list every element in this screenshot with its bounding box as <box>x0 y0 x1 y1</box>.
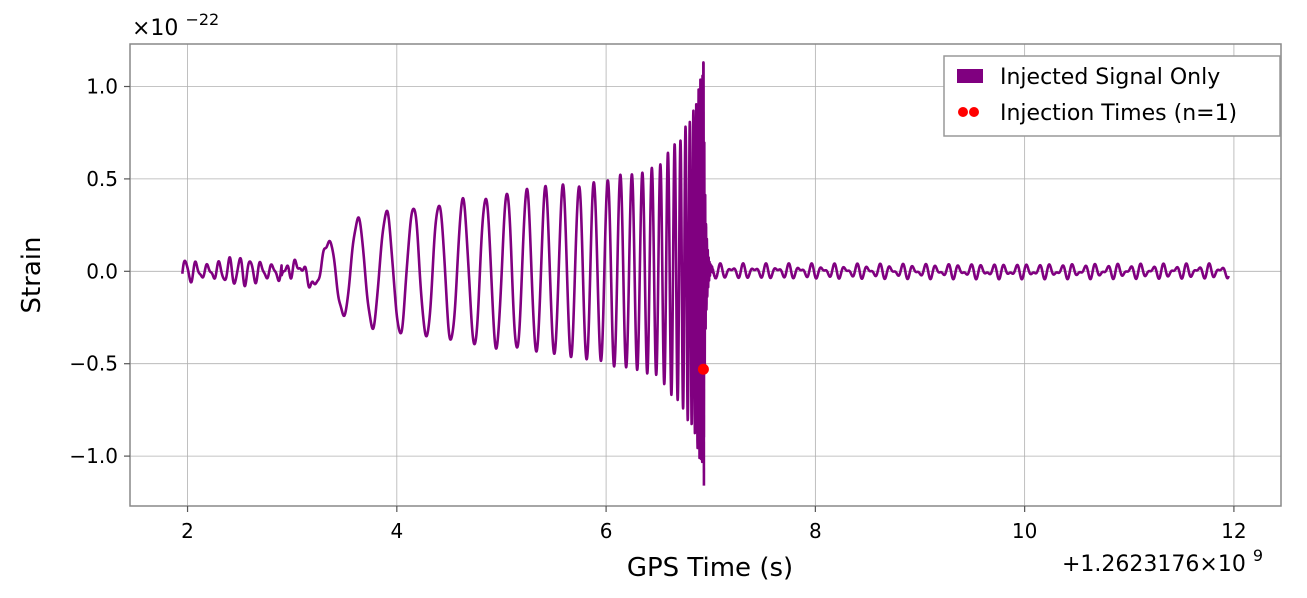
y-tick-label: 0.0 <box>86 259 118 283</box>
x-tick-label: 12 <box>1221 519 1246 543</box>
plot-frame <box>129 43 1282 507</box>
legend-label-injection-times: Injection Times (n=1) <box>1000 101 1237 126</box>
x-offset-base: +1.2623176×10 <box>1062 552 1246 577</box>
y-tick-label: 1.0 <box>86 75 118 99</box>
x-axis-label: GPS Time (s) <box>627 553 793 583</box>
tick-layer: 2 4 6 8 10 12 1.0 0.5 0.0 −0.5 −1.0 <box>69 75 1246 543</box>
x-tick-label: 4 <box>390 519 403 543</box>
y-tick-label: 0.5 <box>86 167 118 191</box>
legend-swatch-injected-signal <box>957 69 983 83</box>
x-tick-label: 10 <box>1012 519 1037 543</box>
legend-marker-injection-time-1 <box>958 107 968 117</box>
series-line-injected-signal <box>181 61 1230 464</box>
injection-time-point <box>697 363 709 375</box>
x-tick-label: 2 <box>181 519 194 543</box>
legend-marker-injection-time-2 <box>969 107 979 117</box>
legend-box <box>943 55 1281 137</box>
series-merger-spike <box>702 62 706 486</box>
x-tick-label: 8 <box>809 519 822 543</box>
y-tick-label: −1.0 <box>69 444 118 468</box>
x-tick-label: 6 <box>600 519 613 543</box>
y-tick-label: −0.5 <box>69 352 118 376</box>
y-axis-label: Strain <box>17 236 47 313</box>
y-multiplier-exponent: −22 <box>185 10 219 29</box>
series-layer <box>181 61 1230 486</box>
y-multiplier-label: ×10 −22 <box>132 10 219 41</box>
y-multiplier-base: ×10 <box>132 16 178 41</box>
legend-label-injected-signal: Injected Signal Only <box>1000 65 1220 90</box>
legend: Injected Signal Only Injection Times (n=… <box>943 55 1281 137</box>
x-offset-label: +1.2623176×10 9 <box>1062 546 1263 577</box>
x-offset-exponent: 9 <box>1253 546 1263 565</box>
